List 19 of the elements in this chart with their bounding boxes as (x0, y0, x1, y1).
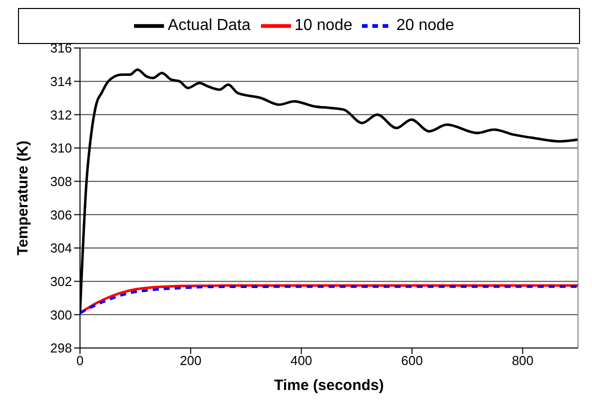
x-tick-label: 200 (180, 353, 202, 368)
y-tick-label: 304 (50, 240, 72, 256)
y-axis-title: Temperature (K) (14, 140, 32, 256)
legend-label: Actual Data (168, 17, 251, 34)
x-tick-label: 600 (401, 353, 423, 368)
y-tick-label: 298 (50, 340, 72, 356)
x-axis-title: Time (seconds) (274, 377, 384, 394)
y-tick-label: 306 (50, 207, 72, 222)
legend-label: 20 node (396, 17, 454, 34)
y-tick-label: 314 (50, 74, 72, 89)
y-tick-label: 308 (50, 174, 72, 189)
legend-label: 10 node (294, 17, 352, 34)
y-tick-label: 310 (50, 140, 72, 156)
x-tick-label: 400 (290, 353, 312, 368)
y-tick-label: 300 (50, 307, 72, 322)
x-tick-label: 800 (512, 353, 534, 368)
x-tick-label: 0 (76, 353, 84, 368)
y-tick-label: 312 (50, 107, 72, 122)
y-tick-label: 302 (50, 274, 72, 289)
